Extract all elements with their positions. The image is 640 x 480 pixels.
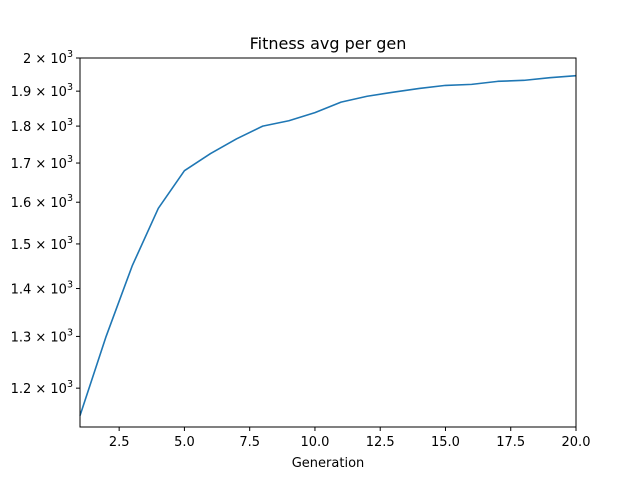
chart-title: Fitness avg per gen <box>250 34 407 53</box>
x-tick-label: 5.0 <box>174 435 195 450</box>
x-tick-label: 17.5 <box>496 435 525 450</box>
series-line-0 <box>79 74 577 416</box>
axis-ticks: 2.5 5.0 7.5 10.0 12.5 15.0 17.5 20.0 1.2 × 103 1.… <box>11 49 591 450</box>
y-tick-label: 1.4 × 103 <box>11 280 73 298</box>
x-tick-label: 10.0 <box>300 435 329 450</box>
x-tick-label: 7.5 <box>239 435 260 450</box>
x-tick-label: 2.5 <box>109 435 130 450</box>
y-tick-label: 1.8 × 103 <box>11 117 73 135</box>
x-tick-label: 12.5 <box>366 435 395 450</box>
y-tick-label: 1.9 × 103 <box>11 82 73 100</box>
y-tick-label: 1.6 × 103 <box>11 193 73 211</box>
x-tick-label: 15.0 <box>431 435 460 450</box>
series-layer <box>79 74 577 416</box>
y-tick-label: 1.2 × 103 <box>11 379 73 397</box>
x-axis-label: Generation <box>292 456 365 471</box>
y-tick-label: 1.7 × 103 <box>11 154 73 172</box>
plot-frame <box>79 57 577 428</box>
y-tick-label: 1.5 × 103 <box>11 235 73 253</box>
x-tick-label: 20.0 <box>562 435 591 450</box>
y-tick-label: 1.3 × 103 <box>11 327 73 345</box>
y-tick-label: 2 × 103 <box>23 49 73 67</box>
